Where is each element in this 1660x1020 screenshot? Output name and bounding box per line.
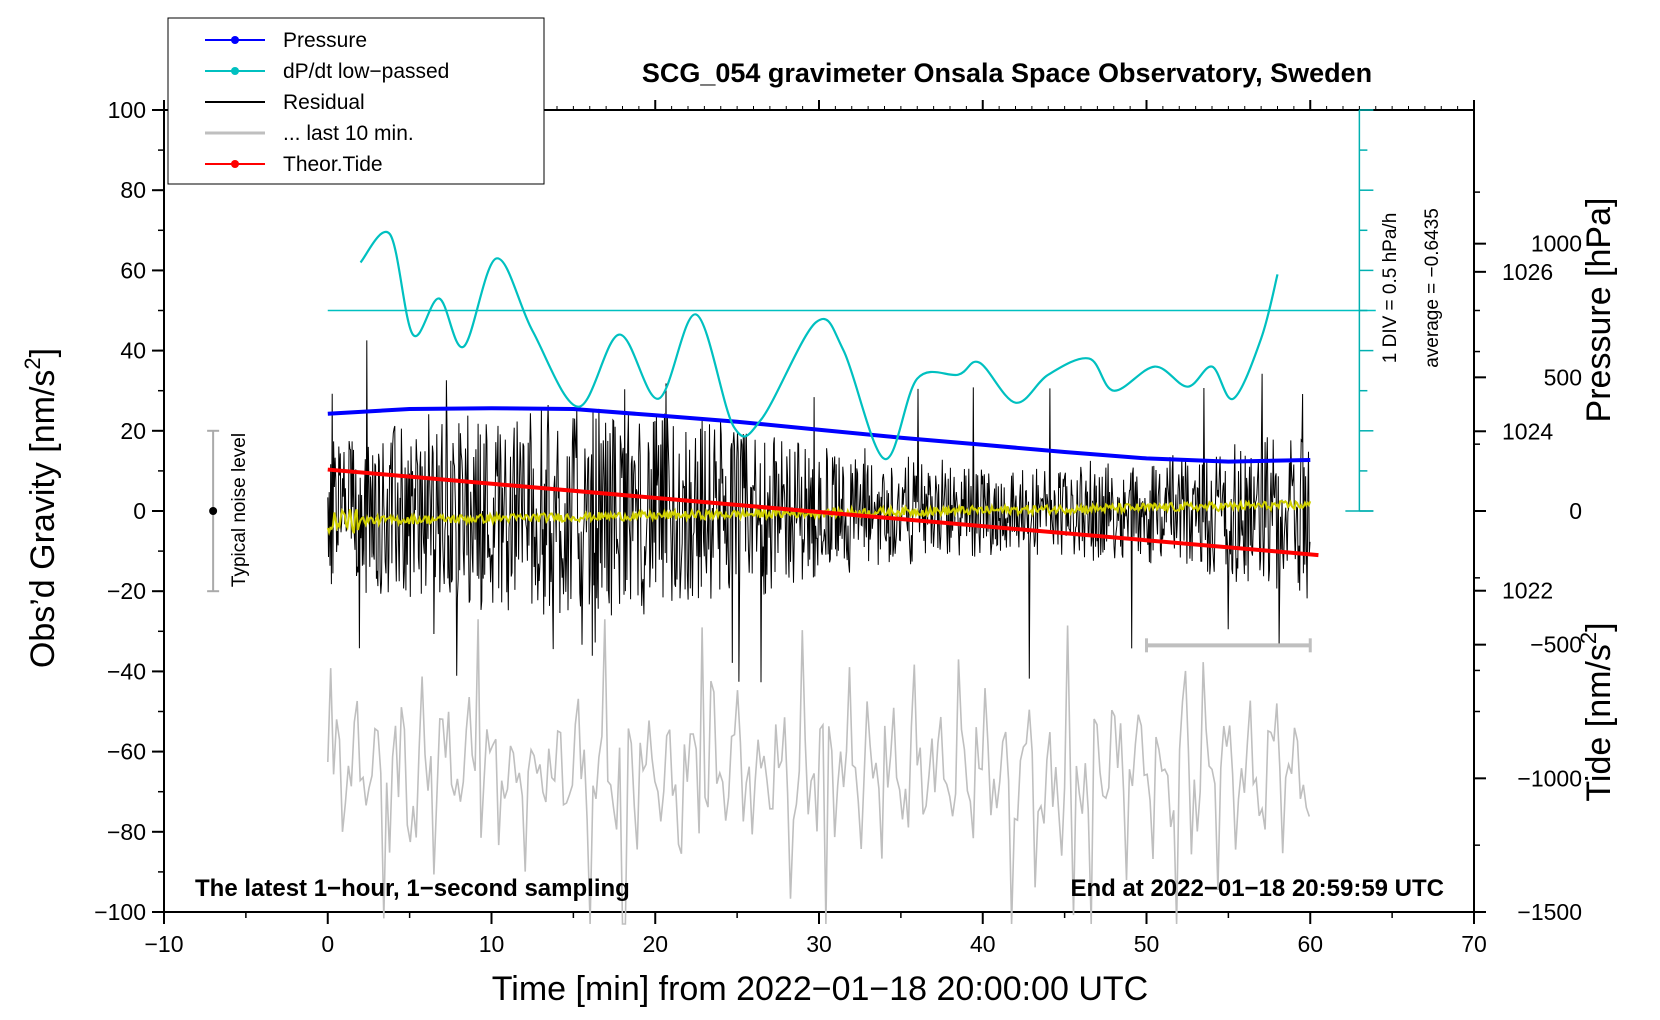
dpdt-series (327, 230, 1376, 460)
x-tick-label: 60 (1297, 931, 1323, 957)
x-tick-label: 50 (1134, 931, 1160, 957)
x-tick-label: −10 (144, 931, 183, 957)
legend-label: Residual (283, 91, 365, 114)
y-tick-label: 60 (120, 257, 146, 283)
tide-tick-label: 1000 (1531, 231, 1582, 257)
noise-bar-dot (209, 507, 218, 515)
y-tick-label: −40 (107, 658, 146, 684)
legend-label: Pressure (283, 29, 367, 52)
y-tick-label: −80 (107, 819, 146, 845)
tide-tick-label: −1000 (1517, 765, 1582, 791)
x-tick-label: 70 (1461, 931, 1487, 957)
x-axis: −10 0 10 20 30 40 50 60 70 (144, 100, 1487, 957)
pressure-tick-label: 1022 (1502, 578, 1553, 604)
legend-label: Theor.Tide (283, 153, 383, 176)
legend-label: ... last 10 min. (283, 122, 414, 145)
y-axis-tide: 1000 500 0 −500 −1000 −1500 (1474, 231, 1582, 925)
footer-right-note: End at 2022−01−18 20:59:59 UTC (1070, 875, 1444, 902)
noise-level-bar: Typical noise level (207, 429, 250, 593)
pressure-tick-label: 1024 (1502, 418, 1553, 444)
y-tick-label: −20 (107, 578, 146, 604)
y-tick-label: 100 (108, 97, 146, 123)
y-axis-title-pressure: Pressure [hPa] (1580, 198, 1618, 423)
y-axis-pressure: 1026 1024 1022 (1474, 191, 1553, 672)
dpdt-scale-label: 1 DIV = 0.5 hPa/h (1380, 213, 1401, 364)
legend-label: dP/dt low−passed (283, 60, 449, 83)
theor-tide-line (327, 467, 1319, 558)
legend: Pressure dP/dt low−passed Residual ... last… (167, 17, 545, 185)
y-tick-label: −60 (107, 739, 146, 765)
pressure-series (327, 406, 1311, 464)
y-axis-gravity: 100 80 60 40 20 0 −20 −40 −60 −80 −100 (94, 97, 164, 925)
yellow-lowpass-series (326, 498, 1312, 536)
x-tick-label: 0 (321, 931, 334, 957)
tide-tick-label: −500 (1530, 632, 1582, 658)
dpdt-line (359, 230, 1279, 460)
y-tick-label: −100 (94, 899, 146, 925)
x-tick-label: 10 (479, 931, 505, 957)
last-10-min-series (327, 619, 1311, 925)
y-tick-label: 0 (133, 498, 146, 524)
theor-tide-series (327, 467, 1319, 558)
noise-bar-label: Typical noise level (229, 433, 250, 587)
pressure-tick-label: 1026 (1502, 259, 1553, 285)
y-tick-label: 20 (120, 418, 146, 444)
tide-tick-label: 500 (1544, 364, 1582, 390)
y-axis-title-tide: Tide [nm/s2] (1576, 622, 1618, 801)
yellow-lowpass-line (326, 498, 1312, 536)
pressure-line (327, 406, 1311, 464)
legend-marker (231, 160, 239, 168)
dpdt-average-label: average = −0.6435 (1422, 208, 1443, 368)
y-tick-label: 80 (120, 177, 146, 203)
tide-tick-label: −1500 (1517, 899, 1582, 925)
last-10-min-line (327, 619, 1311, 925)
chart-title: SCG_054 gravimeter Onsala Space Observat… (642, 58, 1372, 88)
legend-marker (231, 36, 239, 44)
legend-marker (231, 67, 239, 75)
y-tick-label: 40 (120, 338, 146, 364)
x-axis-title: Time [min] from 2022−01−18 20:00:00 UTC (492, 970, 1148, 1008)
footer-left-note: The latest 1−hour, 1−second sampling (195, 875, 630, 902)
x-tick-label: 40 (970, 931, 996, 957)
y-axis-title-gravity: Obs’d Gravity [nm/s2] (20, 348, 62, 668)
ten-minute-bar (1145, 638, 1312, 653)
x-tick-label: 30 (806, 931, 832, 957)
x-tick-label: 20 (642, 931, 668, 957)
tide-tick-label: 0 (1569, 498, 1582, 524)
dpdt-scale-bar: 1 DIV = 0.5 hPa/h average = −0.6435 (1345, 109, 1443, 512)
